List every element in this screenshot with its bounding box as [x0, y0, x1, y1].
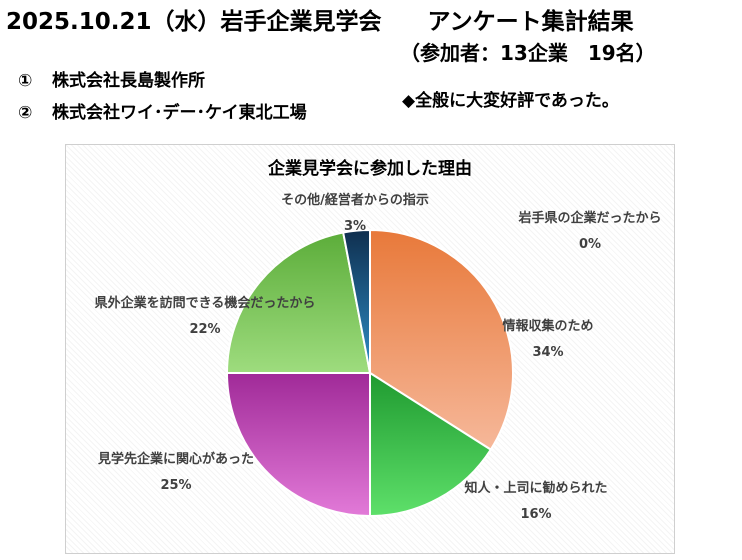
slice-percent-label: 16% — [520, 507, 551, 522]
slice-category-label: 情報収集のため — [502, 318, 593, 334]
slice-percent-label: 25% — [160, 478, 191, 493]
pie-slice — [342, 228, 371, 374]
pie-slice — [225, 231, 372, 374]
page-title: 2025.10.21（水）岩手企業見学会 アンケート集計結果 — [6, 9, 634, 35]
company-number: ① — [18, 71, 33, 91]
chart-title: 企業見学会に参加した理由 — [267, 158, 472, 179]
pie-slice — [225, 372, 371, 518]
summary-note: ◆全般に大変好評であった。 — [402, 91, 619, 111]
pie-slice — [369, 371, 493, 518]
slice-percent-label: 22% — [189, 322, 220, 337]
slice-percent-label: 34% — [532, 345, 563, 360]
participants-subtitle: （参加者：13企業 19名） — [400, 41, 656, 65]
slice-category-label: 岩手県の企業だったから — [517, 210, 661, 226]
slice-percent-label: 0% — [579, 237, 601, 252]
slice-category-label: その他/経営者からの指示 — [281, 192, 429, 208]
slice-percent-label: 3% — [344, 219, 366, 234]
company-item-2: ② 株式会社ワイ･デー･ケイ東北工場 — [18, 98, 307, 123]
company-item-1: ① 株式会社長島製作所 — [18, 66, 205, 91]
slice-category-label: 県外企業を訪問できる機会だったから — [95, 295, 316, 311]
company-name: 株式会社長島製作所 — [52, 71, 205, 91]
company-name: 株式会社ワイ･デー･ケイ東北工場 — [52, 103, 307, 123]
company-number: ② — [18, 103, 33, 123]
slice-category-label: 見学先企業に関心があった — [97, 451, 254, 467]
slice-category-label: 知人・上司に勧められた — [464, 480, 607, 496]
